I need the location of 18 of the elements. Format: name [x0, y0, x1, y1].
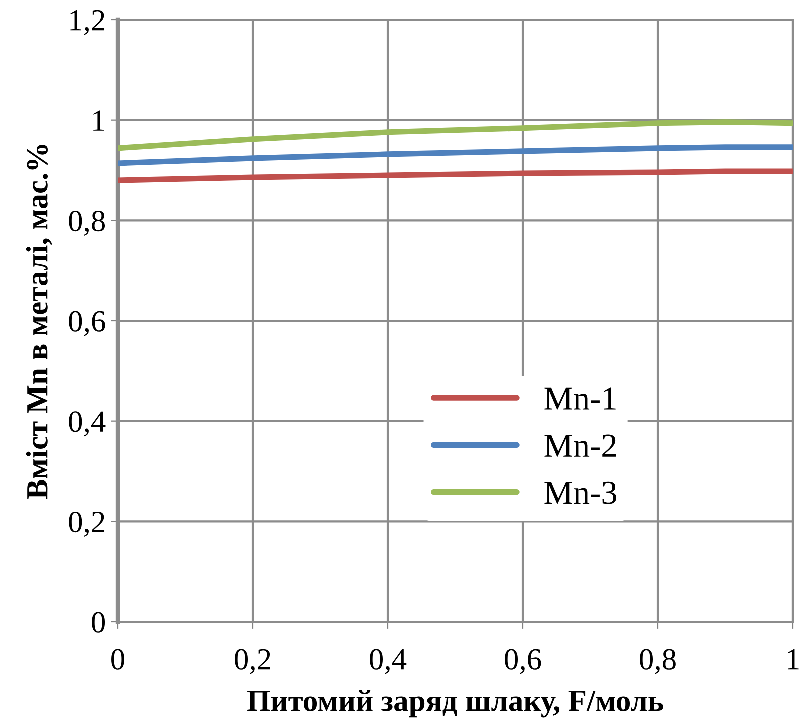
x-tick-label: 0,6	[505, 649, 542, 674]
y-tick-label: 1	[94, 110, 104, 131]
x-tick-label: 0,4	[370, 649, 407, 674]
x-tick-label: 1	[788, 649, 799, 670]
legend-label: Mn-2	[544, 434, 616, 457]
x-tick-label: 0,2	[235, 649, 270, 674]
x-tick-label: 0,8	[640, 649, 676, 674]
legend-label: Mn-1	[544, 388, 616, 410]
x-tick-label: 0	[112, 649, 124, 670]
y-tick-label: 0,2	[69, 512, 105, 537]
y-tick-label: 0	[92, 612, 106, 633]
y-tick-label: 0,6	[69, 311, 106, 336]
y-tick-label: 0,8	[69, 210, 106, 236]
legend-label: Mn-3	[544, 482, 617, 504]
y-axis-title: Вміст Mn в металі, мас.%	[26, 145, 52, 500]
x-axis-title: Питомий заряд шлаку, F/моль	[248, 690, 664, 718]
y-tick-label: 1,2	[70, 10, 105, 36]
y-tick-label: 0,4	[69, 412, 106, 437]
